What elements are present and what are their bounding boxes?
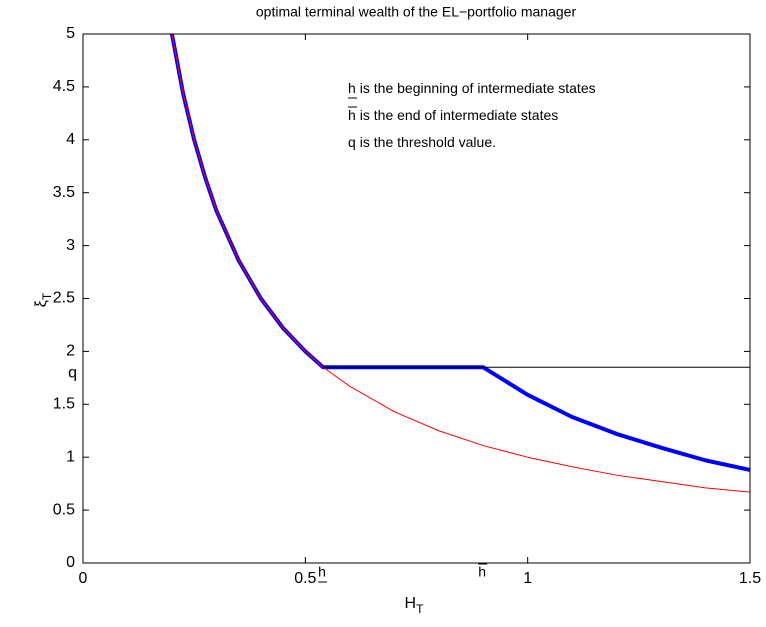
y-tick-label: 0	[66, 554, 75, 571]
note: h is the end of intermediate states	[348, 107, 558, 123]
annotation: h	[318, 564, 326, 580]
y-tick-label: 1	[66, 448, 75, 465]
y-tick-label: 2	[66, 343, 75, 360]
note-text: is the beginning of intermediate states	[360, 80, 596, 96]
annotation: h	[478, 564, 486, 580]
plot-area	[83, 34, 750, 563]
x-label-sub: T	[416, 602, 424, 616]
y-tick-label: 1.5	[53, 396, 75, 413]
y-tick-label: 2.5	[53, 290, 75, 307]
note: q is the threshold value.	[348, 134, 496, 150]
x-label-main: H	[405, 595, 417, 612]
y-label-sub: T	[40, 292, 54, 300]
series-line	[171, 33, 751, 493]
x-tick-label: 1	[523, 570, 532, 587]
note-symbol: h	[348, 107, 356, 123]
x-axis-label: HT	[405, 595, 425, 616]
chart-title: optimal terminal wealth of the EL−portfo…	[256, 4, 577, 20]
annotation: q	[68, 364, 77, 381]
x-tick-label: 1.5	[739, 570, 761, 587]
note-symbol: h	[348, 80, 356, 96]
x-tick-label: 0.5	[294, 570, 316, 587]
note-text: is the end of intermediate states	[360, 107, 558, 123]
y-tick-label: 4	[66, 131, 75, 148]
y-tick-label: 3.5	[53, 184, 75, 201]
x-tick-label: 0	[79, 570, 88, 587]
y-tick-label: 0.5	[53, 501, 75, 518]
note: h is the beginning of intermediate states	[348, 80, 596, 96]
y-tick-label: 3	[66, 237, 75, 254]
note-text: is the threshold value.	[360, 134, 496, 150]
note-symbol: q	[348, 134, 356, 150]
y-label-main: ξ	[33, 300, 50, 307]
y-axis-label: ξT	[33, 292, 54, 307]
y-tick-label: 5	[66, 25, 75, 42]
y-tick-label: 4.5	[53, 78, 75, 95]
